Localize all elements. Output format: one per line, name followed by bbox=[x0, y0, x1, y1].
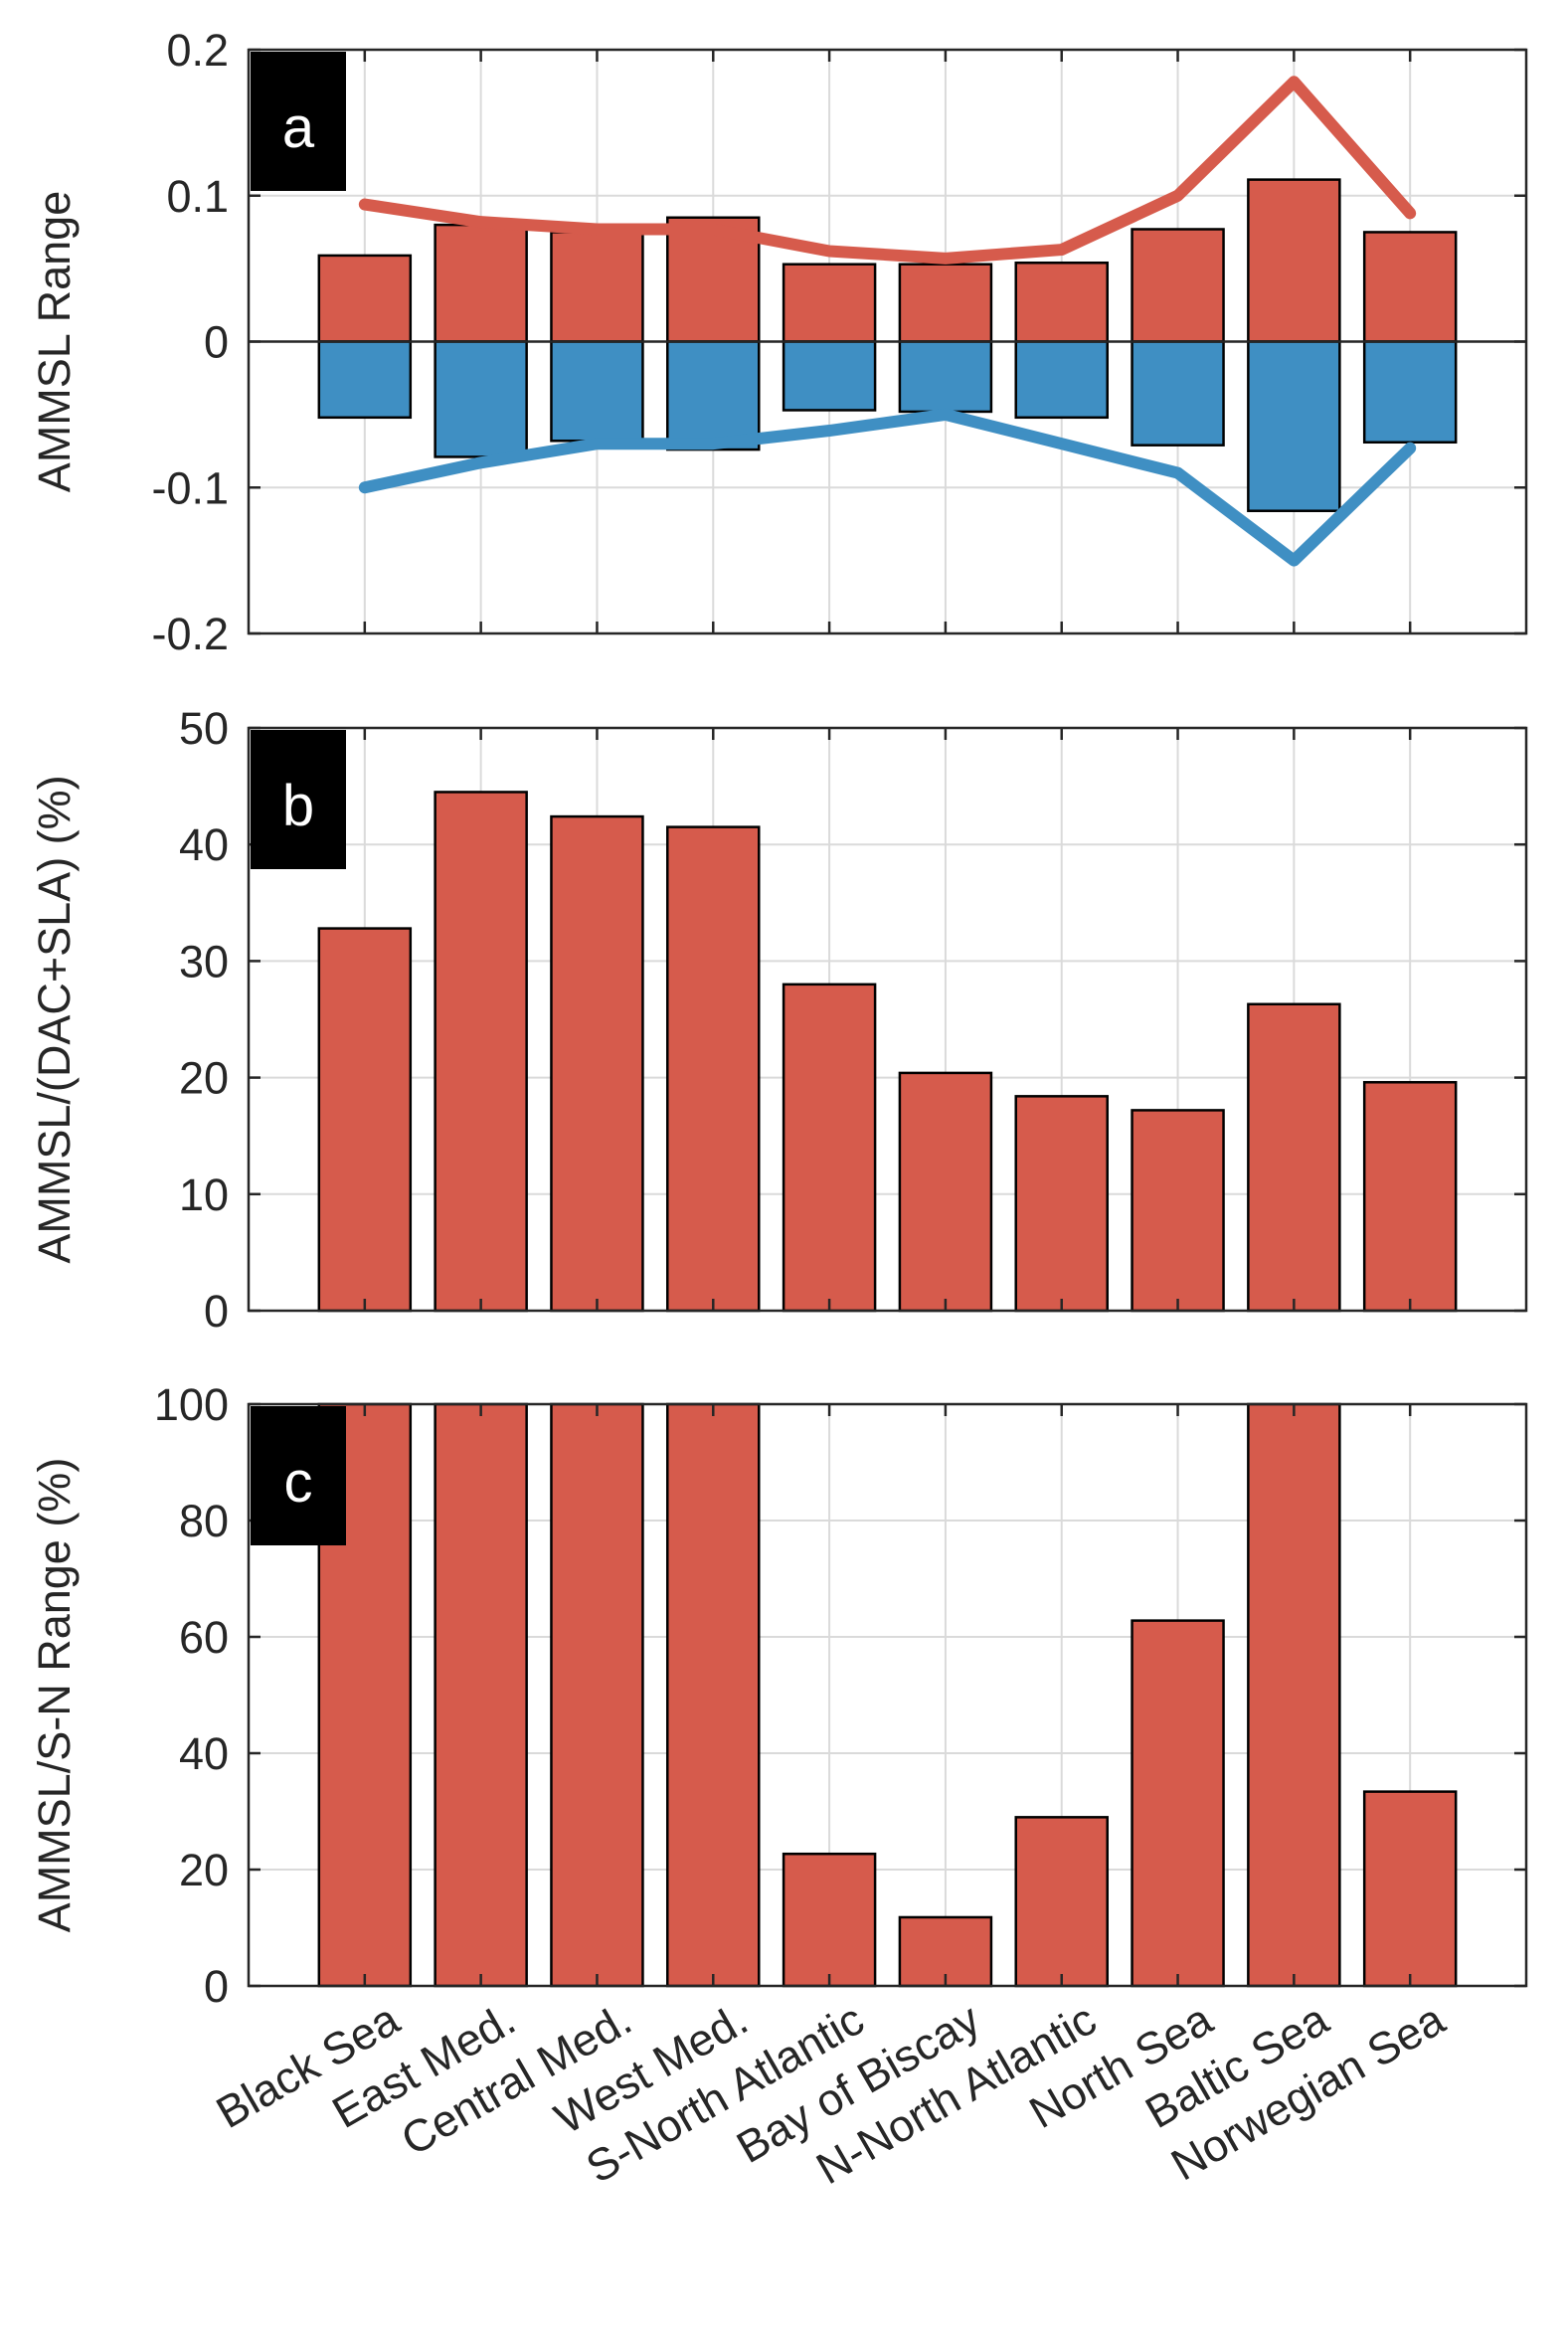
bar-red-5 bbox=[782, 263, 877, 343]
y-tick-label: 60 bbox=[179, 1612, 229, 1663]
bar-red-6 bbox=[898, 263, 993, 343]
panel-label: b bbox=[282, 774, 314, 838]
y-tick-label: 20 bbox=[179, 1053, 229, 1104]
bar-red-8 bbox=[1131, 1619, 1225, 1988]
y-tick-label: 0.1 bbox=[166, 171, 229, 222]
y-tick-label: 50 bbox=[179, 703, 229, 754]
y-axis-label: AMMSL/(DAC+SLA) (%) bbox=[29, 775, 80, 1263]
bar-red-8 bbox=[1131, 1109, 1225, 1313]
bar-red-7 bbox=[1014, 1816, 1109, 1988]
y-tick-label: 20 bbox=[179, 1845, 229, 1895]
bar-blue-8 bbox=[1131, 340, 1225, 447]
bar-red-2 bbox=[434, 223, 528, 343]
bar-red-7 bbox=[1014, 262, 1109, 343]
bar-red-4 bbox=[666, 825, 761, 1313]
bar-blue-2 bbox=[434, 340, 528, 458]
y-tick-label: -0.1 bbox=[151, 462, 229, 513]
y-tick-label: 0.2 bbox=[166, 25, 229, 76]
bar-red-2 bbox=[434, 1402, 528, 1988]
bar-red-5 bbox=[782, 1852, 877, 1988]
panel-a-chart: 0.2 0.1 0 -0.1 -0.2 AMMSL Range a bbox=[29, 25, 1528, 659]
y-axis-label: AMMSL/S-N Range (%) bbox=[29, 1458, 80, 1933]
y-tick-label: 80 bbox=[179, 1496, 229, 1546]
bar-red-10 bbox=[1362, 1081, 1458, 1313]
bar-blue-3 bbox=[550, 340, 644, 443]
bar-red-8 bbox=[1131, 228, 1225, 343]
y-tick-label: 40 bbox=[179, 819, 229, 870]
y-tick-label: 0 bbox=[204, 1286, 229, 1337]
bar-blue-7 bbox=[1014, 340, 1109, 420]
panel-label-box bbox=[251, 1406, 346, 1545]
y-tick-label: 30 bbox=[179, 936, 229, 986]
panel-label-box bbox=[251, 52, 346, 191]
envelope-line-red bbox=[358, 76, 1417, 265]
bar-red-9 bbox=[1247, 1402, 1341, 1988]
bar-red-10 bbox=[1362, 231, 1458, 343]
axes-box bbox=[247, 1402, 1528, 1988]
y-tick-label: 100 bbox=[154, 1379, 229, 1430]
bar-red-2 bbox=[434, 791, 528, 1313]
bar-red-3 bbox=[550, 814, 644, 1313]
envelope-line-blue bbox=[358, 408, 1417, 567]
bar-blue-6 bbox=[898, 340, 993, 414]
panel-label: c bbox=[284, 1450, 313, 1515]
bar-red-3 bbox=[550, 231, 644, 343]
bar-red-5 bbox=[782, 983, 877, 1313]
bar-red-4 bbox=[666, 1402, 761, 1988]
bar-blue-1 bbox=[317, 340, 413, 420]
bar-red-4 bbox=[666, 216, 761, 343]
bar-red-7 bbox=[1014, 1095, 1109, 1313]
bar-red-1 bbox=[317, 254, 413, 343]
panel-c-chart: 100 80 60 40 20 0 AMMSL/S-N Range (%) c bbox=[29, 1379, 1528, 2012]
bar-red-9 bbox=[1247, 1002, 1341, 1313]
bar-red-9 bbox=[1247, 178, 1341, 343]
bar-red-6 bbox=[898, 1071, 993, 1313]
bar-red-3 bbox=[550, 1402, 644, 1988]
bar-blue-5 bbox=[782, 340, 877, 412]
axes-box bbox=[247, 726, 1528, 1313]
panel-label-box bbox=[251, 730, 346, 869]
bar-blue-10 bbox=[1362, 340, 1458, 445]
y-tick-label: 10 bbox=[179, 1169, 229, 1220]
y-tick-label: 40 bbox=[179, 1728, 229, 1779]
panel-label: a bbox=[282, 95, 315, 160]
y-tick-label: 0 bbox=[204, 317, 229, 368]
bar-red-1 bbox=[317, 927, 413, 1313]
y-tick-label: -0.2 bbox=[151, 609, 229, 659]
bar-blue-4 bbox=[666, 340, 761, 451]
bar-red-10 bbox=[1362, 1790, 1458, 1988]
y-axis-label: AMMSL Range bbox=[29, 191, 80, 492]
y-tick-label: 0 bbox=[204, 1961, 229, 2012]
bar-blue-9 bbox=[1247, 340, 1341, 512]
bar-red-6 bbox=[898, 1915, 993, 1988]
panel-b-chart: 50 40 30 20 10 0 AMMSL/(DAC+SLA) (%) b bbox=[29, 703, 1528, 1337]
